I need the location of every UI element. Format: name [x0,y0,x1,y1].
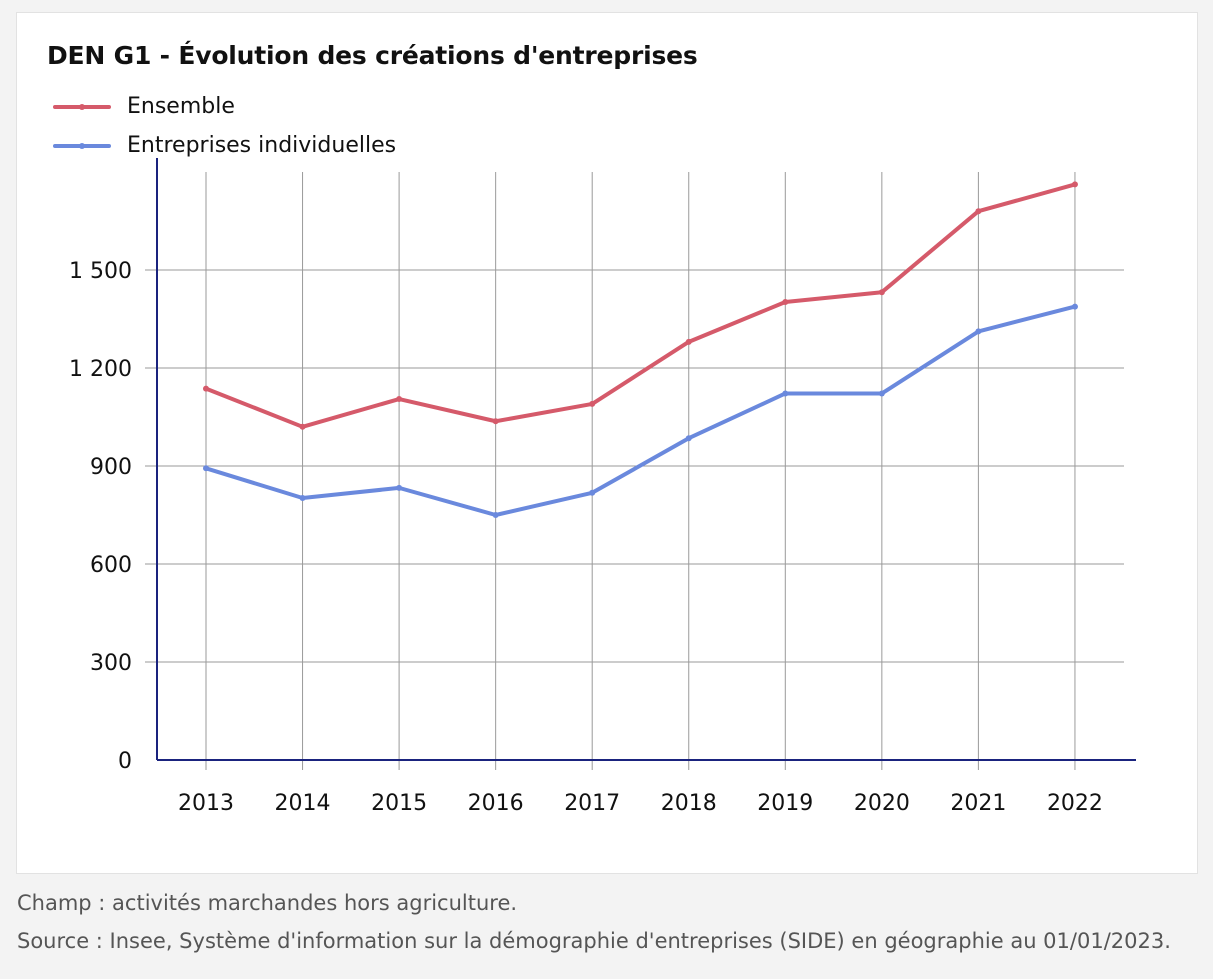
data-point-0 [878,289,885,296]
data-point-1 [975,328,982,335]
x-tick-label: 2018 [661,791,717,816]
data-point-0 [589,400,596,407]
data-point-0 [203,385,209,392]
data-point-1 [782,390,789,397]
legend-label-entreprises-individuelles: Entreprises individuelles [127,133,397,158]
data-point-1 [1071,303,1078,310]
legend-label-ensemble: Ensemble [127,94,235,119]
x-tick-label: 2016 [468,791,524,816]
data-point-0 [492,418,499,425]
chart-title: DEN G1 - Évolution des créations d'entre… [47,41,698,70]
x-tick-label: 2020 [854,791,910,816]
data-point-0 [975,208,982,215]
y-tick-label: 1 500 [69,259,132,284]
data-point-1 [396,484,403,491]
y-tick-label: 900 [90,455,132,480]
footnote-champ: Champ : activités marchandes hors agricu… [17,891,518,915]
data-point-0 [1071,181,1078,188]
legend-swatch-ensemble [53,103,111,110]
data-point-1 [589,489,596,496]
chart-card: DEN G1 - Évolution des créations d'entre… [16,12,1198,874]
data-point-1 [203,465,209,472]
data-point-1 [685,435,692,442]
footnote-source: Source : Insee, Système d'information su… [17,929,1171,953]
x-tick-label: 2022 [1047,791,1103,816]
series-line-0 [204,182,1077,429]
data-point-0 [396,396,403,403]
y-tick-label: 300 [90,651,132,676]
series-line-1 [204,304,1077,517]
data-point-1 [878,390,885,397]
x-tick-label: 2014 [275,791,331,816]
x-tick-label: 2013 [178,791,234,816]
data-point-0 [685,338,692,345]
y-tick-label: 0 [118,749,132,774]
x-tick-label: 2017 [564,791,620,816]
x-tick-label: 2021 [950,791,1006,816]
y-tick-label: 1 200 [69,357,132,382]
legend: Ensemble Entreprises individuelles [53,87,396,165]
legend-item-entreprises-individuelles[interactable]: Entreprises individuelles [53,126,396,165]
footnotes: Champ : activités marchandes hors agricu… [17,884,1171,960]
data-point-0 [782,299,789,306]
legend-item-ensemble[interactable]: Ensemble [53,87,396,126]
legend-swatch-entreprises-individuelles [53,142,111,149]
y-tick-label: 600 [90,553,132,578]
data-point-1 [299,495,306,502]
x-tick-label: 2015 [371,791,427,816]
line-chart: 0 300 600 900 1 200 1 500 2013 2014 2015 2016 2017… [69,158,1136,816]
data-point-0 [299,423,306,430]
data-point-1 [492,512,499,518]
x-tick-label: 2019 [757,791,813,816]
